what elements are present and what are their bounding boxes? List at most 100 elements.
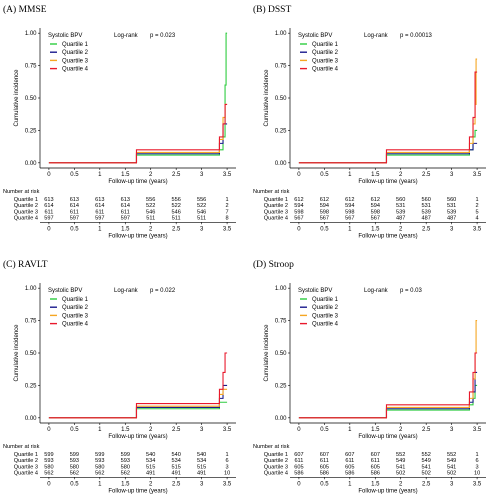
risk-cell: 560 xyxy=(422,197,431,203)
risk-table-title: Number at risk xyxy=(3,444,40,450)
x-tick-label: 2.5 xyxy=(172,172,181,178)
risk-cell: 1 xyxy=(226,452,229,458)
risk-cell: 522 xyxy=(197,203,206,209)
risk-cell: 597 xyxy=(121,216,130,222)
risk-x-tick-label: 2 xyxy=(399,481,403,487)
risk-cell: 613 xyxy=(121,197,130,203)
risk-cell: 10 xyxy=(224,471,230,477)
risk-cell: 549 xyxy=(447,458,456,464)
risk-cell: 605 xyxy=(345,464,354,470)
x-tick-label: 1 xyxy=(98,427,102,433)
legend-label-2: Quartile 2 xyxy=(312,50,339,56)
risk-cell: 567 xyxy=(320,216,329,222)
y-axis-label: Cumulative incidence xyxy=(14,324,20,382)
test-label: Log-rank xyxy=(114,33,139,39)
risk-cell: 552 xyxy=(422,452,431,458)
legend-label-3: Quartile 3 xyxy=(312,313,339,319)
legend-label-2: Quartile 2 xyxy=(62,50,89,56)
y-tick-label: 1.00 xyxy=(25,286,37,292)
legend-label-4: Quartile 4 xyxy=(312,67,339,73)
x-axis-label: Follow-up time (years) xyxy=(358,434,417,440)
p-value-label: p = 0.022 xyxy=(150,288,176,294)
p-value-label: p = 0.023 xyxy=(150,33,176,39)
x-axis-label: Follow-up time (years) xyxy=(358,179,417,185)
risk-cell: 599 xyxy=(44,452,53,458)
risk-x-tick-label: 0.5 xyxy=(70,226,79,232)
risk-cell: 531 xyxy=(396,203,405,209)
risk-row-label: Quartile 3 xyxy=(264,209,288,215)
risk-cell: 605 xyxy=(371,464,380,470)
risk-cell: 552 xyxy=(447,452,456,458)
risk-cell: 515 xyxy=(172,464,181,470)
risk-cell: 593 xyxy=(70,458,79,464)
risk-row-label: Quartile 3 xyxy=(14,464,38,470)
risk-cell: 614 xyxy=(44,203,53,209)
series-line-4 xyxy=(48,352,228,419)
risk-cell: 491 xyxy=(146,471,155,477)
risk-cell: 612 xyxy=(320,197,329,203)
risk-cell: 612 xyxy=(371,197,380,203)
y-axis-label: Cumulative incidence xyxy=(14,69,20,127)
risk-table-title: Number at risk xyxy=(253,444,290,450)
risk-table-title: Number at risk xyxy=(3,189,40,195)
risk-cell: 611 xyxy=(371,458,380,464)
risk-cell: 556 xyxy=(172,197,181,203)
risk-cell: 605 xyxy=(294,464,303,470)
p-value-label: p = 0.03 xyxy=(400,288,423,294)
legend-label-3: Quartile 3 xyxy=(62,313,89,319)
risk-cell: 3 xyxy=(476,464,479,470)
y-tick-label: 0.75 xyxy=(275,319,287,325)
x-tick-label: 2.5 xyxy=(422,172,431,178)
x-tick-label: 0.5 xyxy=(70,172,79,178)
risk-cell: 598 xyxy=(320,209,329,215)
risk-cell: 3 xyxy=(226,464,229,470)
y-tick-label: 1.00 xyxy=(25,31,37,37)
y-tick-label: 1.00 xyxy=(275,31,287,37)
risk-cell: 611 xyxy=(44,209,53,215)
risk-row-label: Quartile 4 xyxy=(14,216,38,222)
risk-cell: 611 xyxy=(121,209,130,215)
risk-x-tick-label: 1.5 xyxy=(121,226,130,232)
risk-cell: 511 xyxy=(172,216,181,222)
series-line-1 xyxy=(298,384,478,419)
risk-cell: 567 xyxy=(371,216,380,222)
risk-cell: 597 xyxy=(70,216,79,222)
risk-cell: 546 xyxy=(172,209,181,215)
risk-cell: 540 xyxy=(146,452,155,458)
risk-cell: 562 xyxy=(121,471,130,477)
x-tick-label: 2 xyxy=(399,172,403,178)
risk-cell: 598 xyxy=(371,209,380,215)
risk-cell: 1 xyxy=(226,197,229,203)
x-tick-label: 2 xyxy=(399,427,403,433)
risk-cell: 597 xyxy=(95,216,104,222)
risk-row-label: Quartile 3 xyxy=(264,464,288,470)
risk-x-tick-label: 2 xyxy=(149,481,153,487)
y-tick-label: 0.75 xyxy=(25,319,37,325)
legend-label-4: Quartile 4 xyxy=(312,322,339,328)
risk-cell: 614 xyxy=(121,203,130,209)
y-tick-label: 0.00 xyxy=(25,161,37,167)
risk-cell: 10 xyxy=(474,471,480,477)
risk-cell: 4 xyxy=(476,216,479,222)
x-tick-label: 3 xyxy=(450,427,454,433)
risk-cell: 8 xyxy=(226,216,229,222)
risk-x-tick-label: 1.5 xyxy=(121,481,130,487)
risk-cell: 515 xyxy=(197,464,206,470)
risk-x-axis-label: Follow-up time (years) xyxy=(108,233,167,239)
x-tick-label: 0.5 xyxy=(70,427,79,433)
legend-title: Systolic BPV xyxy=(48,288,82,294)
risk-row-label: Quartile 1 xyxy=(264,197,288,203)
risk-cell: 567 xyxy=(345,216,354,222)
risk-x-tick-label: 1 xyxy=(348,226,352,232)
risk-cell: 511 xyxy=(197,216,206,222)
risk-cell: 593 xyxy=(121,458,130,464)
risk-x-tick-label: 3.5 xyxy=(473,226,482,232)
series-line-2 xyxy=(298,371,478,419)
x-tick-label: 0.5 xyxy=(320,172,329,178)
x-tick-label: 3 xyxy=(200,427,204,433)
risk-cell: 607 xyxy=(294,452,303,458)
